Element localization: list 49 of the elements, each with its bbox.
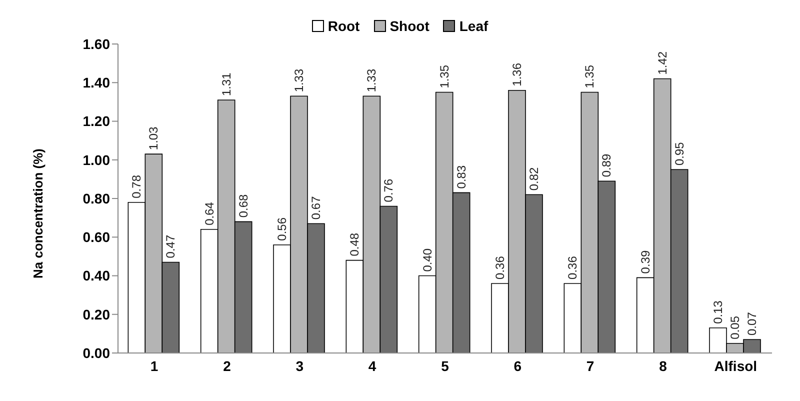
- data-label: 0.48: [348, 232, 362, 256]
- data-label: 0.36: [566, 256, 580, 280]
- y-tick-label: 1.60: [82, 36, 110, 52]
- data-label: 0.47: [164, 234, 178, 258]
- y-tick-label: 1.20: [82, 113, 110, 130]
- y-axis-title: Na concentration (%): [30, 148, 46, 278]
- x-tick-label: 4: [368, 358, 376, 374]
- data-label: 0.13: [711, 300, 726, 324]
- x-tick-label: 6: [514, 358, 522, 374]
- data-label: 0.68: [236, 194, 250, 218]
- data-label: 1.33: [364, 68, 379, 92]
- data-label: 0.39: [638, 250, 652, 274]
- x-tick-label: 5: [441, 358, 450, 374]
- data-label: 1.03: [146, 126, 161, 150]
- data-label: 0.40: [420, 248, 434, 272]
- data-label: 0.83: [454, 165, 468, 189]
- data-label: 1.33: [292, 68, 306, 92]
- data-label: 0.89: [600, 153, 614, 178]
- data-label: 1.31: [219, 72, 234, 96]
- x-tick-label: 3: [296, 358, 304, 374]
- y-tick-label: 1.40: [82, 74, 110, 91]
- data-label: 0.56: [275, 217, 290, 241]
- data-label: 1.42: [655, 51, 670, 75]
- legend-label: Shoot: [390, 18, 430, 34]
- y-tick-label: 0.20: [82, 306, 110, 322]
- y-tick-label: 0.40: [82, 268, 110, 284]
- data-label: 0.64: [202, 202, 216, 226]
- data-label: 1.35: [582, 64, 597, 88]
- data-label: 0.95: [672, 142, 686, 166]
- x-tick-label: Alfisol: [714, 358, 758, 374]
- data-label: 1.35: [437, 64, 452, 88]
- data-label: 0.82: [527, 166, 542, 191]
- x-tick-label: 1: [150, 358, 158, 374]
- data-label: 0.36: [493, 256, 508, 280]
- y-tick-label: 0.60: [82, 229, 110, 246]
- data-label: 0.07: [745, 312, 760, 336]
- legend-label: Leaf: [459, 18, 488, 34]
- data-label: 0.67: [309, 196, 324, 220]
- y-tick-label: 1.00: [82, 152, 110, 168]
- data-label: 0.05: [728, 316, 742, 340]
- data-label: 0.78: [130, 174, 144, 198]
- x-tick-label: 8: [659, 358, 668, 374]
- y-tick-label: 0.80: [82, 190, 110, 206]
- data-label: 0.76: [382, 178, 396, 202]
- x-tick-label: 7: [586, 358, 594, 374]
- legend-label: Root: [328, 18, 360, 34]
- data-label: 1.36: [510, 62, 524, 86]
- y-tick-label: 0.00: [82, 344, 110, 361]
- x-tick-label: 2: [223, 358, 232, 374]
